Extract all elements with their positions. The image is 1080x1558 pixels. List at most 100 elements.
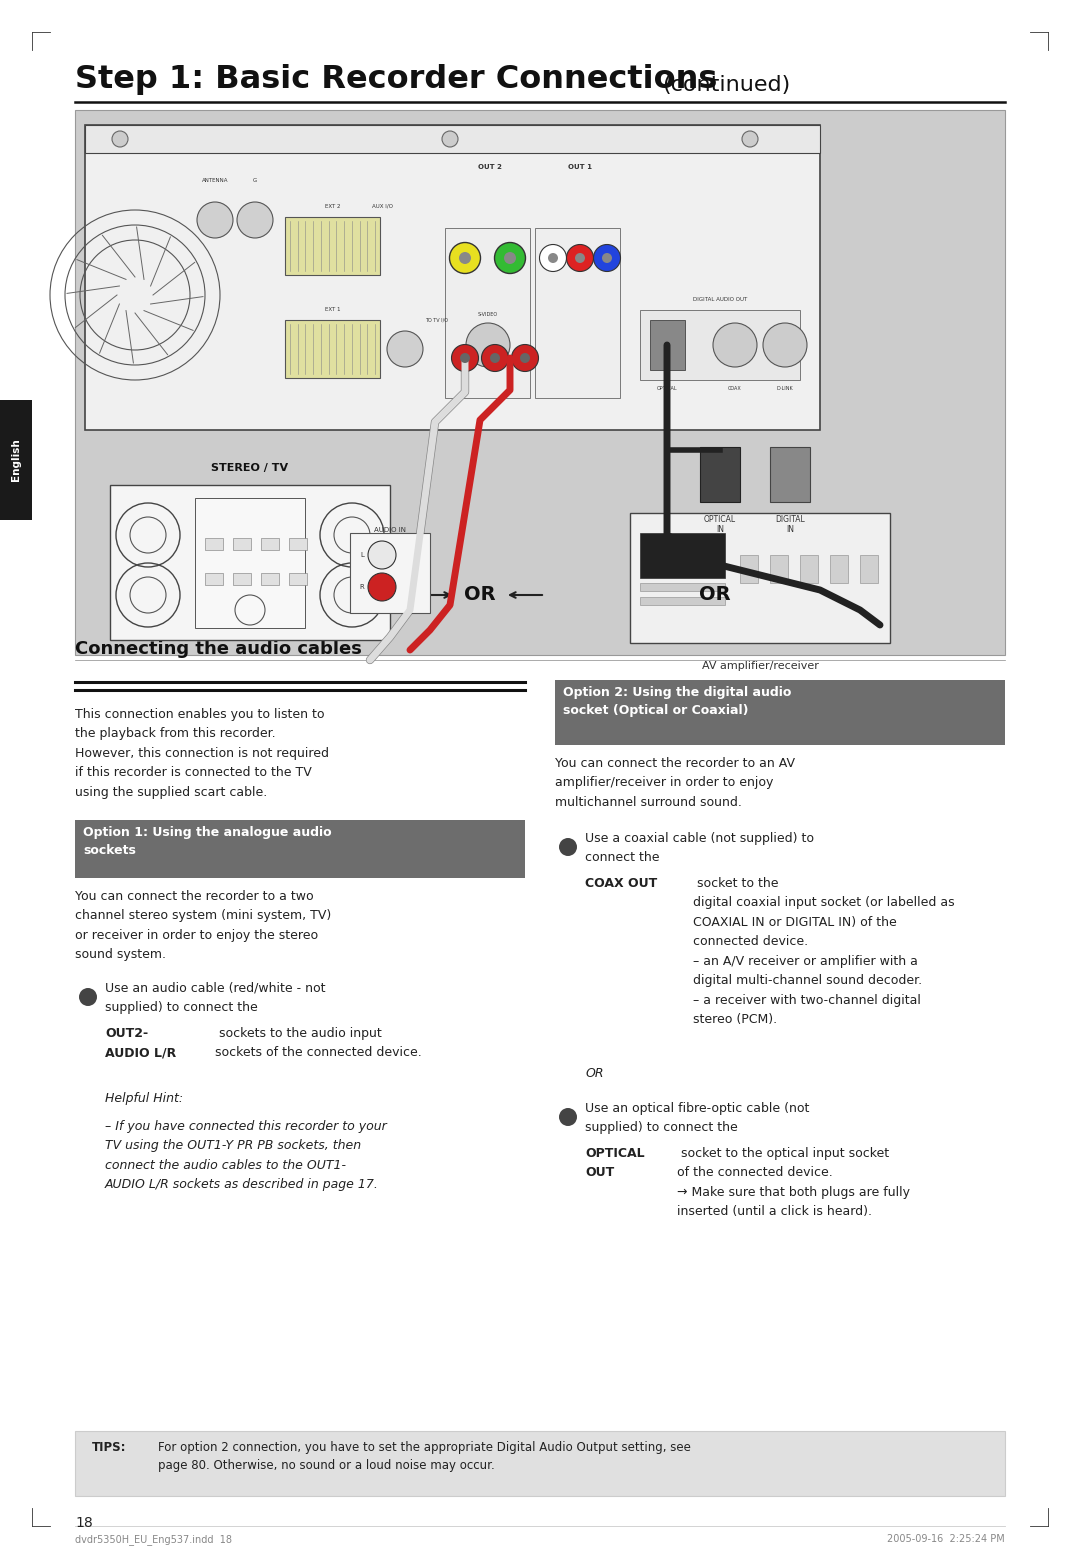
FancyBboxPatch shape [630, 513, 890, 643]
Text: OUT2-
AUDIO L/R: OUT2- AUDIO L/R [105, 1027, 176, 1059]
Circle shape [559, 838, 577, 855]
Text: Use an optical fibre-optic cable (not
supplied) to connect the: Use an optical fibre-optic cable (not su… [585, 1102, 809, 1134]
FancyBboxPatch shape [110, 485, 390, 640]
FancyBboxPatch shape [535, 227, 620, 397]
Circle shape [602, 252, 612, 263]
FancyBboxPatch shape [285, 319, 380, 379]
Circle shape [482, 344, 509, 371]
Text: OR: OR [585, 1067, 604, 1080]
FancyBboxPatch shape [860, 555, 878, 583]
Text: COAX: COAX [728, 385, 742, 391]
Text: AUDIO IN: AUDIO IN [374, 527, 406, 533]
Text: D-LINK: D-LINK [777, 385, 794, 391]
FancyBboxPatch shape [85, 125, 820, 430]
Text: STEREO / TV: STEREO / TV [212, 463, 288, 474]
Circle shape [465, 323, 510, 368]
Text: sockets to the audio input
sockets of the connected device.: sockets to the audio input sockets of th… [215, 1027, 422, 1059]
Text: R: R [360, 584, 364, 590]
Text: OPTICAL: OPTICAL [657, 385, 677, 391]
Circle shape [112, 131, 129, 146]
Circle shape [237, 203, 273, 238]
FancyBboxPatch shape [289, 573, 307, 584]
Circle shape [762, 323, 807, 368]
FancyBboxPatch shape [650, 319, 685, 369]
FancyBboxPatch shape [350, 533, 430, 612]
Text: OPTICAL
IN: OPTICAL IN [704, 516, 737, 534]
FancyBboxPatch shape [640, 597, 725, 605]
Text: This connection enables you to listen to
the playback from this recorder.
Howeve: This connection enables you to listen to… [75, 707, 329, 799]
FancyBboxPatch shape [640, 583, 725, 590]
Circle shape [79, 988, 97, 1006]
Circle shape [504, 252, 516, 263]
FancyBboxPatch shape [85, 125, 820, 153]
Text: OR: OR [464, 586, 496, 605]
Text: English: English [11, 439, 21, 481]
Circle shape [575, 252, 585, 263]
Circle shape [449, 243, 481, 274]
Text: You can connect the recorder to an AV
amplifier/receiver in order to enjoy
multi: You can connect the recorder to an AV am… [555, 757, 795, 809]
FancyBboxPatch shape [195, 499, 305, 628]
Circle shape [567, 245, 594, 271]
Text: Step 1: Basic Recorder Connections: Step 1: Basic Recorder Connections [75, 64, 729, 95]
Text: L: L [360, 552, 364, 558]
Circle shape [460, 354, 470, 363]
Text: OPTICAL
OUT: OPTICAL OUT [585, 1147, 645, 1179]
Text: socket to the
digital coaxial input socket (or labelled as
COAXIAL IN or DIGITAL: socket to the digital coaxial input sock… [693, 877, 955, 1027]
Text: TIPS:: TIPS: [92, 1441, 126, 1454]
Text: – If you have connected this recorder to your
TV using the OUT1-Y PR PB sockets,: – If you have connected this recorder to… [105, 1120, 387, 1192]
FancyBboxPatch shape [0, 400, 32, 520]
Text: TO TV I/O: TO TV I/O [426, 318, 448, 323]
Text: EXT 1: EXT 1 [325, 307, 340, 312]
Text: S-VIDEO: S-VIDEO [478, 313, 498, 318]
Circle shape [519, 354, 530, 363]
FancyBboxPatch shape [555, 679, 1005, 745]
Text: Connecting the audio cables: Connecting the audio cables [75, 640, 362, 657]
FancyBboxPatch shape [205, 538, 222, 550]
FancyBboxPatch shape [800, 555, 818, 583]
FancyBboxPatch shape [233, 573, 251, 584]
FancyBboxPatch shape [233, 538, 251, 550]
Text: DIGITAL AUDIO OUT: DIGITAL AUDIO OUT [693, 298, 747, 302]
Circle shape [594, 245, 621, 271]
Text: Option 2: Using the digital audio
socket (Optical or Coaxial): Option 2: Using the digital audio socket… [563, 686, 792, 717]
Circle shape [387, 330, 423, 368]
FancyBboxPatch shape [640, 533, 725, 578]
FancyBboxPatch shape [831, 555, 848, 583]
FancyBboxPatch shape [205, 573, 222, 584]
Text: Use a coaxial cable (not supplied) to
connect the: Use a coaxial cable (not supplied) to co… [585, 832, 814, 865]
FancyBboxPatch shape [285, 217, 380, 276]
FancyBboxPatch shape [289, 538, 307, 550]
FancyBboxPatch shape [700, 447, 740, 502]
Circle shape [540, 245, 567, 271]
Text: COAX OUT: COAX OUT [585, 877, 658, 890]
Text: socket to the optical input socket
of the connected device.
→ Make sure that bot: socket to the optical input socket of th… [677, 1147, 910, 1218]
FancyBboxPatch shape [640, 310, 800, 380]
FancyBboxPatch shape [770, 447, 810, 502]
Circle shape [548, 252, 558, 263]
FancyBboxPatch shape [261, 573, 279, 584]
Circle shape [713, 323, 757, 368]
Text: dvdr5350H_EU_Eng537.indd  18: dvdr5350H_EU_Eng537.indd 18 [75, 1535, 232, 1546]
FancyBboxPatch shape [75, 111, 1005, 654]
Text: 18: 18 [75, 1516, 93, 1530]
Circle shape [512, 344, 539, 371]
FancyBboxPatch shape [740, 555, 758, 583]
Text: For option 2 connection, you have to set the appropriate Digital Audio Output se: For option 2 connection, you have to set… [158, 1441, 691, 1472]
Text: OUT 1: OUT 1 [568, 164, 592, 170]
Text: G: G [253, 178, 257, 182]
Text: 2005-09-16  2:25:24 PM: 2005-09-16 2:25:24 PM [888, 1535, 1005, 1544]
Circle shape [490, 354, 500, 363]
FancyBboxPatch shape [445, 227, 530, 397]
Text: AV amplifier/receiver: AV amplifier/receiver [702, 661, 819, 671]
Text: AUX I/O: AUX I/O [372, 204, 393, 209]
Text: OUT 2: OUT 2 [478, 164, 502, 170]
Text: OR: OR [699, 586, 731, 605]
FancyBboxPatch shape [75, 820, 525, 879]
Text: Option 1: Using the analogue audio
sockets: Option 1: Using the analogue audio socke… [83, 826, 332, 857]
Circle shape [459, 252, 471, 263]
Circle shape [451, 344, 478, 371]
Circle shape [559, 1108, 577, 1126]
Circle shape [442, 131, 458, 146]
Text: You can connect the recorder to a two
channel stereo system (mini system, TV)
or: You can connect the recorder to a two ch… [75, 890, 332, 961]
Text: ANTENNA: ANTENNA [202, 178, 228, 182]
